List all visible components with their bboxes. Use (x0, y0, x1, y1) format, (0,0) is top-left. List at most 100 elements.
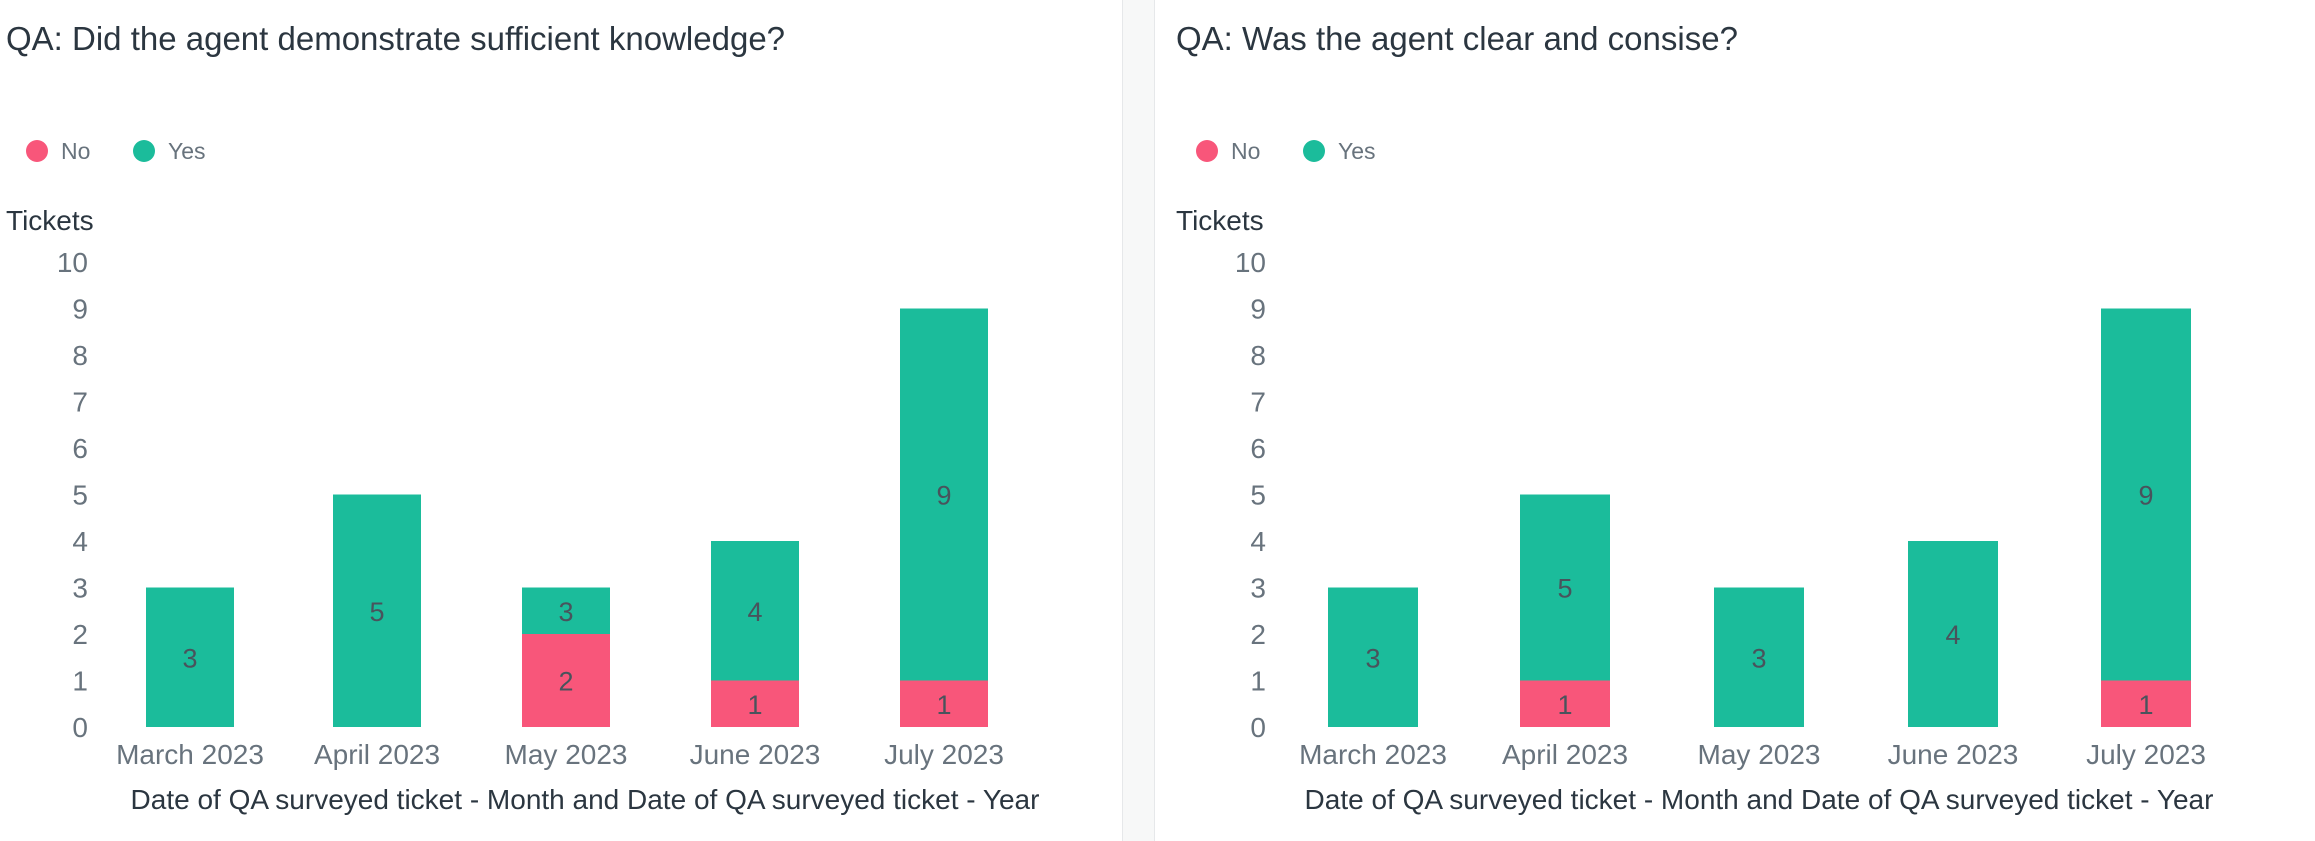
bar-segment[interactable] (522, 634, 610, 727)
bar-yes-july-2023[interactable]: 9 (2101, 308, 2191, 681)
legend-yes-label[interactable]: Yes (1338, 138, 1376, 164)
bar-segment[interactable] (146, 587, 234, 728)
data-label: 3 (1365, 643, 1380, 673)
y-tick-label: 5 (1250, 480, 1266, 511)
y-tick-label: 2 (72, 619, 88, 650)
bar-yes-june-2023[interactable]: 4 (711, 541, 799, 681)
y-axis-ticks: 0 1 2 3 4 5 6 7 8 9 10 (57, 247, 88, 743)
chart-panel-knowledge: QA: Did the agent demonstrate sufficient… (0, 0, 1120, 841)
bar-yes-march-2023[interactable]: 3 (1328, 587, 1418, 728)
bar-no-april-2023[interactable]: 1 (1520, 680, 1610, 728)
chart-panel-clarity: QA: Was the agent clear and consise? No … (1155, 0, 2315, 841)
bar-segment[interactable] (711, 541, 799, 681)
y-tick-label: 2 (1250, 619, 1266, 650)
data-label: 2 (558, 667, 573, 697)
x-tick-label: July 2023 (2086, 739, 2206, 770)
legend-no-dot[interactable] (1196, 140, 1218, 162)
bar-no-july-2023[interactable]: 1 (900, 680, 988, 728)
legend-yes-dot[interactable] (133, 140, 155, 162)
y-tick-label: 7 (1250, 387, 1266, 418)
bar-segment[interactable] (522, 587, 610, 635)
x-tick-label: March 2023 (1299, 739, 1447, 770)
y-tick-label: 1 (1250, 666, 1266, 697)
bar-no-may-2023[interactable]: 2 (522, 634, 610, 727)
bar-yes-april-2023[interactable]: 5 (333, 494, 421, 728)
bar-yes-june-2023[interactable]: 4 (1908, 541, 1998, 727)
data-label: 4 (747, 597, 762, 627)
y-axis-title: Tickets (6, 205, 94, 236)
y-axis-title: Tickets (1176, 205, 1264, 236)
bar-segment[interactable] (900, 308, 988, 681)
y-tick-label: 4 (72, 526, 88, 557)
bars: 3 1 5 3 4 1 9 (1328, 308, 2191, 728)
data-label: 9 (2138, 481, 2153, 511)
data-label: 9 (936, 481, 951, 511)
y-tick-label: 4 (1250, 526, 1266, 557)
bar-segment[interactable] (2101, 308, 2191, 681)
y-tick-label: 8 (1250, 340, 1266, 371)
x-tick-label: July 2023 (884, 739, 1004, 770)
bar-yes-may-2023[interactable]: 3 (1714, 587, 1804, 728)
legend-no-dot[interactable] (26, 140, 48, 162)
legend-no-label[interactable]: No (1231, 138, 1260, 164)
data-label: 1 (936, 690, 951, 720)
data-label: 1 (747, 690, 762, 720)
data-label: 5 (1557, 574, 1572, 604)
data-label: 1 (1557, 690, 1572, 720)
x-axis-ticks: March 2023 April 2023 May 2023 June 2023 Jul… (1299, 739, 2206, 770)
x-axis-title: Date of QA surveyed ticket - Month and D… (1305, 784, 2214, 815)
x-tick-label: June 2023 (1888, 739, 2019, 770)
x-tick-label: March 2023 (116, 739, 264, 770)
bar-segment[interactable] (2101, 680, 2191, 728)
bar-segment[interactable] (1520, 494, 1610, 681)
data-label: 3 (182, 643, 197, 673)
legend: No Yes (1196, 138, 1376, 164)
bar-segment[interactable] (1714, 587, 1804, 728)
x-tick-label: May 2023 (505, 739, 628, 770)
bar-yes-may-2023[interactable]: 3 (522, 587, 610, 635)
y-tick-label: 6 (72, 433, 88, 464)
bar-segment[interactable] (711, 680, 799, 728)
y-tick-label: 8 (72, 340, 88, 371)
legend-yes-dot[interactable] (1303, 140, 1325, 162)
data-label: 4 (1945, 620, 1960, 650)
y-tick-label: 7 (72, 387, 88, 418)
data-label: 3 (1751, 643, 1766, 673)
chart-knowledge: QA: Did the agent demonstrate sufficient… (6, 20, 1040, 815)
y-tick-label: 6 (1250, 433, 1266, 464)
chart-clarity: QA: Was the agent clear and consise? No … (1176, 20, 2214, 815)
bar-yes-july-2023[interactable]: 9 (900, 308, 988, 681)
data-label: 5 (369, 597, 384, 627)
chart-title: QA: Did the agent demonstrate sufficient… (6, 20, 785, 57)
legend-yes-label[interactable]: Yes (168, 138, 206, 164)
y-tick-label: 3 (1250, 573, 1266, 604)
bar-segment[interactable] (1520, 680, 1610, 728)
bar-segment[interactable] (1908, 541, 1998, 727)
legend-no-label[interactable]: No (61, 138, 90, 164)
bar-segment[interactable] (900, 680, 988, 728)
x-tick-label: June 2023 (690, 739, 821, 770)
y-tick-label: 10 (57, 247, 88, 278)
bars: 3 5 2 3 1 4 1 9 (146, 308, 988, 728)
chart-title: QA: Was the agent clear and consise? (1176, 20, 1738, 57)
y-tick-label: 0 (1250, 712, 1266, 743)
x-tick-label: April 2023 (314, 739, 440, 770)
data-label: 1 (2138, 690, 2153, 720)
x-axis-ticks: March 2023 April 2023 May 2023 June 2023 Jul… (116, 739, 1004, 770)
bar-segment[interactable] (1328, 587, 1418, 728)
bar-no-june-2023[interactable]: 1 (711, 680, 799, 728)
x-axis-title: Date of QA surveyed ticket - Month and D… (131, 784, 1040, 815)
y-tick-label: 0 (72, 712, 88, 743)
bar-segment[interactable] (333, 494, 421, 728)
bar-no-july-2023[interactable]: 1 (2101, 680, 2191, 728)
y-tick-label: 5 (72, 480, 88, 511)
panel-divider (1122, 0, 1155, 841)
y-tick-label: 10 (1235, 247, 1266, 278)
y-tick-label: 1 (72, 666, 88, 697)
bar-yes-april-2023[interactable]: 5 (1520, 494, 1610, 681)
legend: No Yes (26, 138, 206, 164)
bar-yes-march-2023[interactable]: 3 (146, 587, 234, 728)
y-tick-label: 3 (72, 573, 88, 604)
data-label: 3 (558, 597, 573, 627)
x-tick-label: May 2023 (1698, 739, 1821, 770)
